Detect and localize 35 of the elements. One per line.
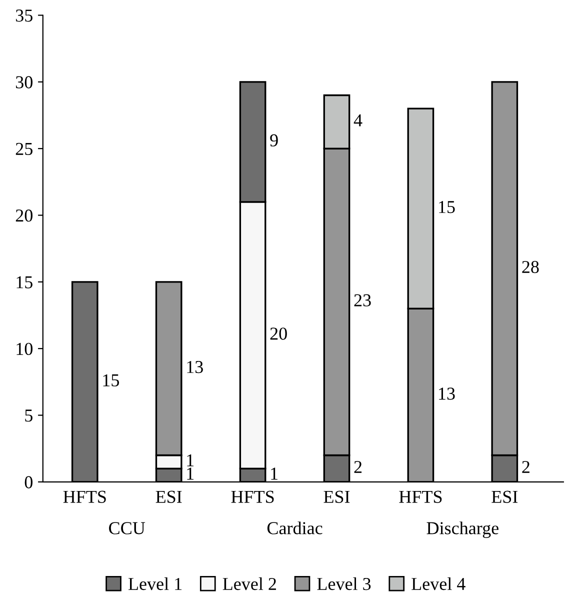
- y-tick-label: 35: [16, 10, 32, 22]
- legend-label: Level 3: [317, 577, 371, 590]
- legend-label: Level 4: [412, 577, 466, 590]
- x-tick-label: HFTS: [231, 490, 274, 503]
- y-tick-label: 5: [25, 410, 32, 422]
- y-tick-label: 30: [16, 76, 32, 88]
- data-label: 23: [354, 294, 371, 306]
- data-label: 13: [439, 388, 455, 400]
- text: CCU: [109, 522, 146, 534]
- data-label: 1: [187, 468, 194, 480]
- y-tick-label: 15: [16, 276, 32, 288]
- legend-label: Level 1: [128, 577, 182, 590]
- data-label: 28: [522, 260, 539, 274]
- data-label: 2: [354, 460, 362, 473]
- y-tick-label: 10: [16, 342, 32, 356]
- data-label: 9: [270, 134, 278, 146]
- text: Cardiac: [267, 522, 322, 534]
- data-label: 20: [270, 328, 287, 340]
- data-label: 1: [271, 468, 278, 480]
- x-tick-label: ESI: [324, 490, 350, 503]
- y-tick-label: 20: [16, 210, 32, 222]
- data-label: 4: [354, 114, 362, 126]
- y-tick-label: 25: [16, 142, 32, 156]
- data-label: 1: [187, 454, 194, 466]
- data-label: 13: [187, 360, 203, 374]
- legend-label: Level 2: [222, 577, 276, 590]
- x-tick-label: HFTS: [399, 490, 442, 503]
- data-label: 2: [522, 460, 530, 473]
- data-label: 15: [439, 201, 455, 214]
- y-tick-label: 0: [24, 476, 32, 488]
- x-tick-label: ESI: [492, 490, 518, 503]
- data-label: 15: [103, 374, 119, 386]
- text: Discharge: [426, 522, 498, 538]
- x-tick-label: ESI: [156, 490, 182, 503]
- x-tick-label: HFTS: [63, 490, 106, 503]
